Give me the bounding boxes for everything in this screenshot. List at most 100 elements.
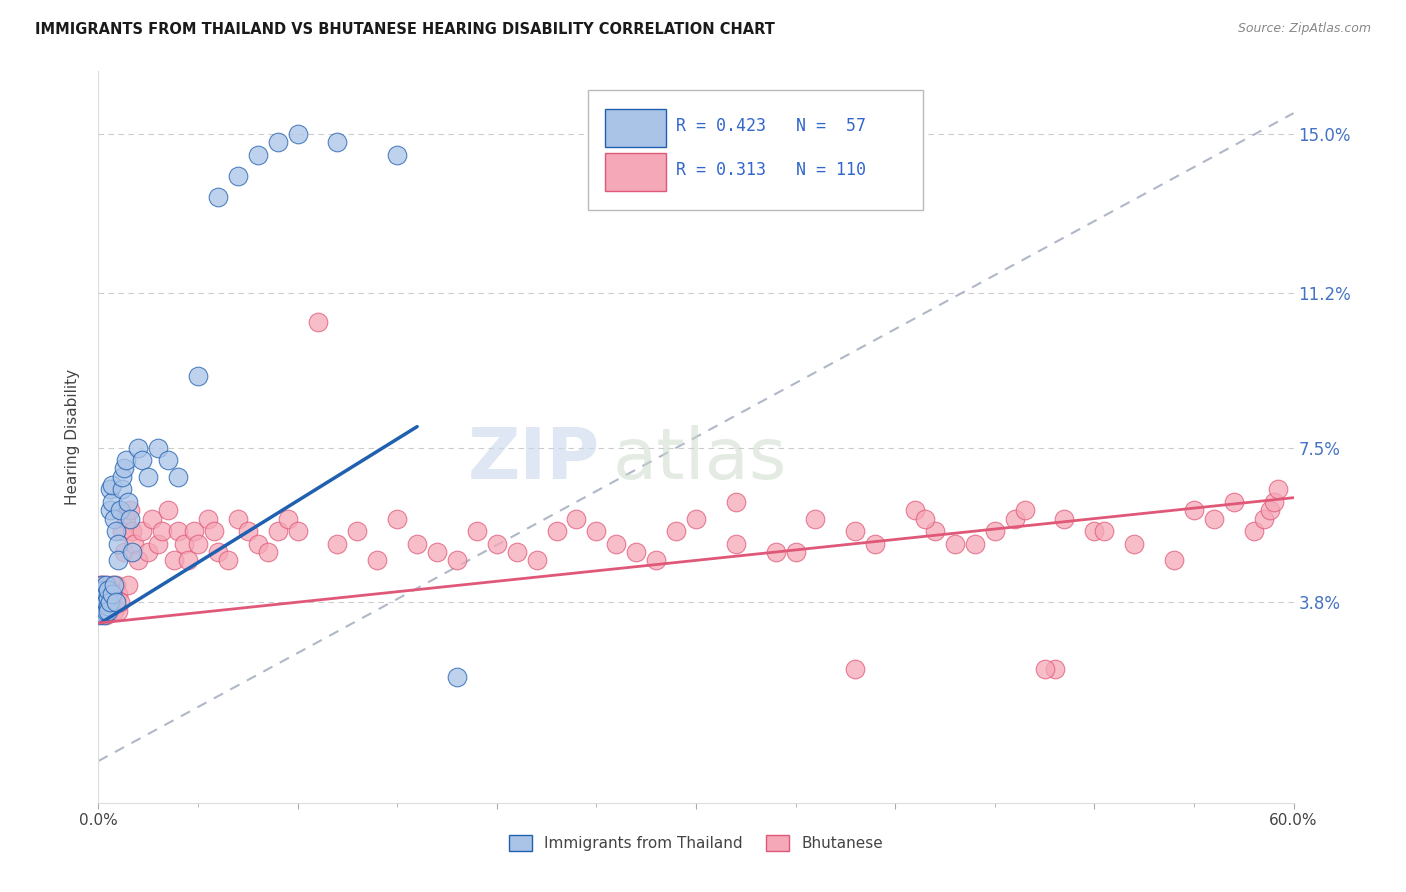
Point [89, 587, 111, 601]
Point [1123, 536, 1146, 550]
Point [1033, 662, 1056, 676]
Point [89, 595, 111, 609]
Point [120, 511, 142, 525]
Point [148, 536, 170, 550]
Point [96, 578, 118, 592]
Point [605, 536, 627, 550]
Point [724, 495, 747, 509]
Point [97, 582, 120, 597]
Point [485, 536, 508, 550]
Point [101, 478, 124, 492]
Point [136, 470, 159, 484]
Point [103, 603, 125, 617]
Point [187, 369, 209, 384]
Point [111, 483, 134, 497]
Point [277, 511, 299, 525]
Point [120, 503, 142, 517]
Point [107, 553, 129, 567]
Point [1053, 511, 1076, 525]
Point [107, 603, 129, 617]
Point [1243, 524, 1265, 538]
Point [984, 524, 1007, 538]
Point [121, 524, 143, 538]
Point [93, 591, 115, 605]
Point [89, 587, 111, 601]
Point [267, 524, 290, 538]
Point [136, 545, 159, 559]
Point [98, 595, 122, 609]
Point [765, 545, 787, 559]
Point [163, 553, 186, 567]
Point [93, 603, 115, 617]
Point [924, 524, 946, 538]
Point [91, 603, 114, 617]
Point [93, 595, 115, 609]
FancyBboxPatch shape [605, 153, 666, 191]
Point [426, 545, 449, 559]
Point [685, 511, 707, 525]
Point [105, 595, 128, 609]
Point [89, 595, 111, 609]
Point [724, 536, 747, 550]
Point [1223, 495, 1246, 509]
Y-axis label: Hearing Disability: Hearing Disability [65, 369, 80, 505]
Point [226, 511, 249, 525]
Point [97, 599, 120, 614]
Point [115, 453, 138, 467]
Point [110, 595, 132, 609]
Point [111, 524, 134, 538]
Point [96, 607, 118, 622]
Point [785, 545, 807, 559]
Point [465, 524, 488, 538]
Point [117, 578, 139, 592]
Point [446, 553, 468, 567]
Point [1163, 553, 1185, 567]
Point [150, 524, 173, 538]
Point [105, 524, 128, 538]
Point [91, 587, 114, 601]
Point [177, 553, 200, 567]
Point [98, 483, 122, 497]
Legend: Immigrants from Thailand, Bhutanese: Immigrants from Thailand, Bhutanese [503, 830, 889, 857]
Point [103, 511, 125, 525]
Point [904, 503, 927, 517]
Point [105, 578, 128, 592]
Point [96, 587, 118, 601]
Point [287, 127, 309, 141]
Point [96, 595, 118, 609]
Point [112, 461, 135, 475]
Point [1043, 662, 1066, 676]
Point [1182, 503, 1205, 517]
Point [96, 603, 118, 617]
Point [93, 587, 115, 601]
Point [1253, 511, 1275, 525]
Point [963, 536, 986, 550]
Point [1092, 524, 1115, 538]
Point [91, 578, 114, 592]
FancyBboxPatch shape [589, 90, 922, 211]
Point [1083, 524, 1105, 538]
Point [103, 587, 125, 601]
Point [93, 599, 115, 614]
Point [127, 441, 149, 455]
Point [157, 503, 180, 517]
Point [89, 603, 111, 617]
Point [124, 536, 146, 550]
Point [97, 595, 120, 609]
Point [207, 190, 229, 204]
Point [246, 148, 269, 162]
Point [326, 536, 349, 550]
Point [914, 511, 936, 525]
Point [585, 524, 607, 538]
Point [1263, 495, 1285, 509]
Point [167, 470, 190, 484]
Point [226, 169, 249, 183]
Point [131, 524, 153, 538]
Point [105, 595, 128, 609]
Point [96, 578, 118, 592]
Point [267, 136, 290, 150]
Point [385, 148, 409, 162]
Text: Source: ZipAtlas.com: Source: ZipAtlas.com [1237, 22, 1371, 36]
Point [89, 578, 111, 592]
Point [187, 536, 209, 550]
